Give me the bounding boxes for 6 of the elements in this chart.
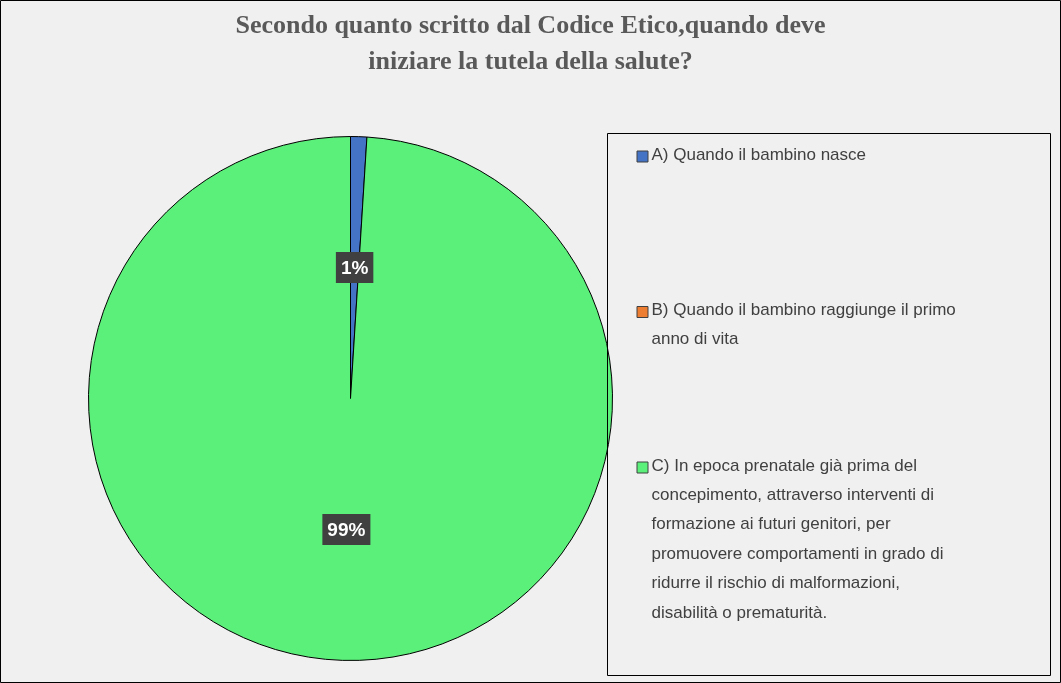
legend-label: C) In epoca prenatale già prima del concepimento, attraverso interventi di formazione ai futuri genitori, per promuovere comportamenti in grado di ridurre il rischio di malformazioni, disabilità o prematurità. — [651, 455, 944, 622]
legend-label: B) Quando il bambino raggiunge il primo anno di vita — [651, 300, 956, 349]
legend-label: A) Quando il bambino nasce — [651, 144, 867, 164]
data-label: 1% — [340, 257, 369, 279]
data-label: 99% — [327, 518, 366, 540]
chart-title: Secondo quanto scritto dal Codice Etico,quando deve iniziare la tutela della salute? — [235, 9, 826, 76]
